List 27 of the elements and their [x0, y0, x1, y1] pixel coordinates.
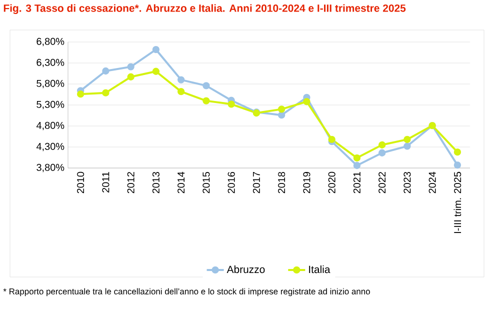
- y-tick-label: 6,30%: [36, 58, 64, 68]
- x-tick-label: 2016: [228, 172, 235, 194]
- legend-label: Italia: [309, 265, 330, 274]
- x-tick-label: 2011: [102, 172, 110, 192]
- y-tick-label: 4,30%: [36, 142, 64, 152]
- x-tick-label: 2015: [202, 172, 210, 194]
- y-tick-label: 5,80%: [36, 80, 64, 88]
- y-tick-label: 4,80%: [36, 122, 64, 130]
- x-tick-label: 2013: [152, 172, 160, 194]
- x-tick-label: I-III trim. 2025: [454, 172, 462, 233]
- y-tick-label: 3,80%: [36, 164, 64, 172]
- x-tick-label: 2018: [278, 172, 286, 194]
- x-tick-label: 2010: [77, 172, 84, 194]
- x-tick-label: 2019: [303, 172, 310, 194]
- x-tick-label: 2022: [378, 172, 386, 194]
- legend-label: Abruzzo: [226, 265, 265, 274]
- x-tick-label: 2021: [353, 172, 360, 194]
- y-tick-label: 5,30%: [36, 100, 64, 110]
- x-tick-label: 2024: [428, 172, 436, 194]
- x-tick-label: 2012: [127, 172, 134, 194]
- chart-title: Fig. 3 Tasso di cessazione*. Abruzzo e Italia. Anni 2010-2024 e I-III trimestre 2025: [4, 4, 406, 14]
- x-tick-label: 2014: [178, 172, 185, 194]
- x-tick-label: 2023: [404, 172, 411, 194]
- x-tick-label: 2020: [328, 172, 336, 194]
- text: * Rapporto percentuale tra le cancellazioni dell’anno e lo stock di imprese registrate ad inizio anno: [3, 288, 370, 296]
- x-tick-label: 2017: [252, 172, 260, 194]
- y-tick-label: 6,80%: [36, 38, 64, 46]
